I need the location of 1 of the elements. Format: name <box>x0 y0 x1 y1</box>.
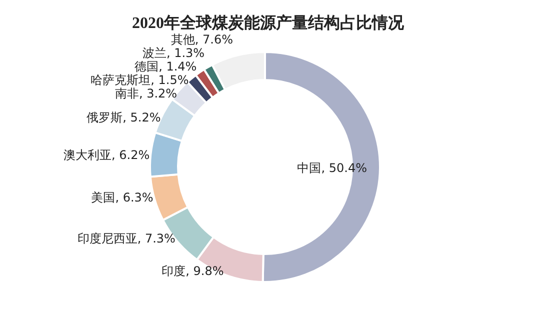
chart-title: 2020年全球煤炭能源产量结构占比情况 <box>132 14 405 32</box>
